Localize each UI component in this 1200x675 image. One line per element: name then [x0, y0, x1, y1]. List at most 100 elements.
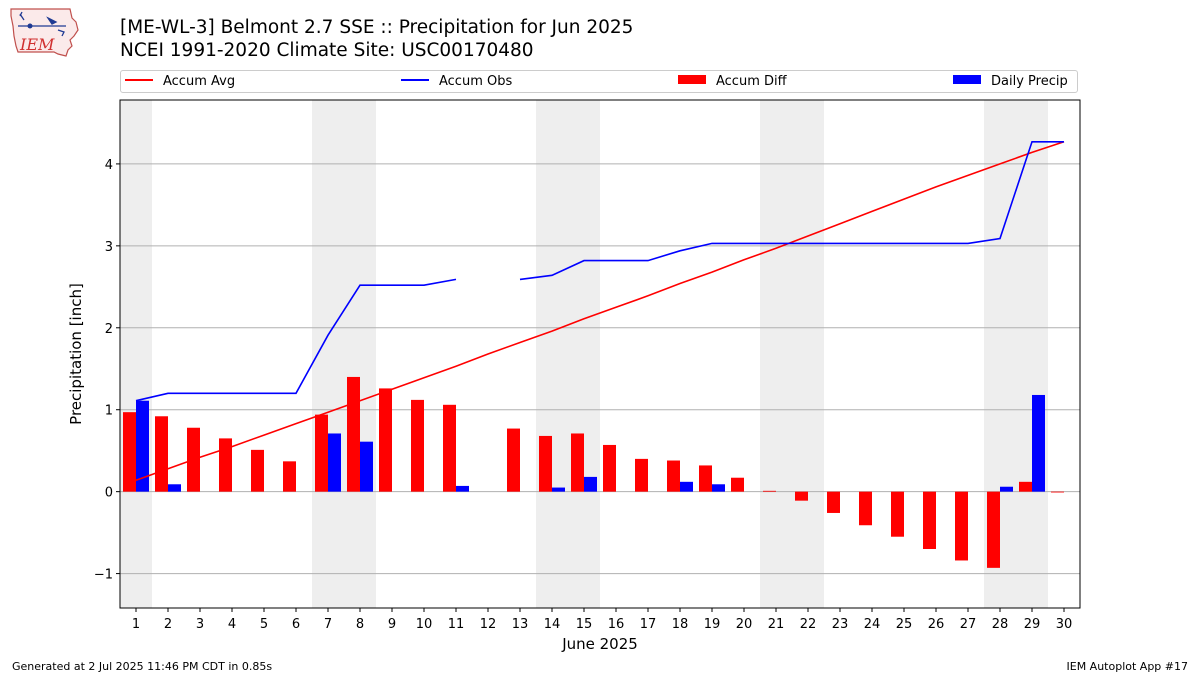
x-tick-label: 23 — [832, 617, 849, 632]
bar-accum-diff-8 — [347, 376, 360, 492]
bar-accum-diff-5 — [251, 449, 264, 492]
legend-swatch-accum-obs — [401, 78, 429, 81]
x-tick-label: 30 — [1056, 617, 1073, 632]
x-tick-label: 11 — [448, 617, 465, 632]
bar-daily-precip-1 — [136, 400, 149, 492]
y-tick-label: 4 — [105, 158, 113, 173]
x-tick-label: 9 — [388, 617, 396, 632]
x-tick-label: 13 — [512, 617, 529, 632]
bar-daily-precip-19 — [712, 484, 725, 492]
bar-accum-diff-10 — [411, 399, 424, 492]
bar-daily-precip-14 — [552, 487, 565, 492]
weekend-shade — [312, 100, 376, 608]
iem-logo: IEM — [10, 8, 79, 57]
legend-label-daily-precip: Daily Precip — [991, 74, 1068, 89]
x-tick-label: 22 — [800, 617, 817, 632]
bar-accum-diff-26 — [923, 491, 936, 550]
x-tick-label: 14 — [544, 617, 561, 632]
footer-generated: Generated at 2 Jul 2025 11:46 PM CDT in … — [12, 660, 273, 673]
bar-accum-diff-15 — [571, 433, 584, 492]
x-tick-label: 12 — [480, 617, 497, 632]
legend: Accum Avg Accum Obs Accum Diff Daily Pre… — [120, 70, 1078, 93]
x-tick-label: 10 — [416, 617, 433, 632]
x-tick-label: 27 — [960, 617, 977, 632]
x-tick-label: 18 — [672, 617, 689, 632]
legend-swatch-accum-avg — [125, 78, 153, 81]
bar-accum-diff-27 — [955, 491, 968, 561]
x-tick-label: 24 — [864, 617, 881, 632]
bar-daily-precip-29 — [1032, 394, 1045, 492]
weekend-shade — [760, 100, 824, 608]
bar-accum-diff-29 — [1019, 481, 1032, 492]
bar-accum-diff-4 — [219, 438, 232, 492]
bar-accum-diff-19 — [699, 465, 712, 492]
x-tick-label: 19 — [704, 617, 721, 632]
legend-item-daily-precip: Daily Precip — [953, 74, 1068, 90]
legend-label-accum-avg: Accum Avg — [163, 74, 236, 89]
legend-swatch-accum-diff — [678, 75, 706, 84]
legend-item-accum-diff: Accum Diff — [678, 74, 787, 90]
bar-accum-diff-1 — [123, 412, 136, 492]
x-tick-label: 8 — [356, 617, 364, 632]
line-accum-obs — [519, 141, 1064, 281]
y-tick-label: −1 — [94, 568, 113, 583]
bar-accum-diff-21 — [763, 490, 776, 492]
bar-accum-diff-24 — [859, 491, 872, 526]
legend-item-accum-obs: Accum Obs — [401, 74, 512, 90]
x-tick-label: 3 — [196, 617, 204, 632]
bar-accum-diff-23 — [827, 491, 840, 513]
bar-daily-precip-28 — [1000, 486, 1013, 492]
legend-swatch-daily-precip — [953, 75, 981, 84]
bar-accum-diff-28 — [987, 491, 1000, 568]
bar-accum-diff-6 — [283, 461, 296, 492]
x-tick-label: 20 — [736, 617, 753, 632]
chart-title: [ME-WL-3] Belmont 2.7 SSE :: Precipitati… — [120, 17, 634, 38]
x-tick-label: 6 — [292, 617, 300, 632]
legend-label-accum-diff: Accum Diff — [716, 74, 787, 89]
x-tick-label: 17 — [640, 617, 657, 632]
bar-daily-precip-15 — [584, 476, 597, 492]
bar-accum-diff-9 — [379, 388, 392, 492]
bar-accum-diff-13 — [507, 428, 520, 492]
x-tick-label: 26 — [928, 617, 945, 632]
x-tick-label: 1 — [132, 617, 140, 632]
bar-accum-diff-25 — [891, 491, 904, 537]
bar-daily-precip-7 — [328, 433, 341, 492]
y-axis-label: Precipitation [inch] — [67, 283, 85, 425]
bar-accum-diff-20 — [731, 477, 744, 492]
bar-daily-precip-11 — [456, 485, 469, 492]
weekend-shade — [120, 100, 152, 608]
weekend-shade — [536, 100, 600, 608]
bar-accum-diff-30 — [1051, 491, 1064, 493]
bar-daily-precip-8 — [360, 441, 373, 492]
chart-subtitle: NCEI 1991-2020 Climate Site: USC00170480 — [120, 40, 534, 61]
legend-item-accum-avg: Accum Avg — [125, 74, 235, 90]
bar-accum-diff-11 — [443, 404, 456, 492]
line-accum-avg — [135, 141, 1065, 481]
x-tick-label: 4 — [228, 617, 236, 632]
bar-accum-diff-22 — [795, 491, 808, 501]
bar-accum-diff-14 — [539, 435, 552, 492]
y-tick-label: 2 — [105, 322, 113, 337]
x-tick-label: 2 — [164, 617, 172, 632]
footer-app: IEM Autoplot App #17 — [1066, 660, 1189, 673]
bar-accum-diff-2 — [155, 416, 168, 492]
x-tick-label: 16 — [608, 617, 625, 632]
x-axis-label: June 2025 — [561, 635, 638, 653]
bar-accum-diff-16 — [603, 444, 616, 492]
line-accum-obs — [135, 278, 457, 402]
x-tick-label: 7 — [324, 617, 332, 632]
x-tick-label: 5 — [260, 617, 268, 632]
y-tick-label: 0 — [105, 486, 113, 501]
y-tick-label: 3 — [105, 240, 113, 255]
bar-accum-diff-18 — [667, 460, 680, 492]
x-tick-label: 15 — [576, 617, 593, 632]
bar-accum-diff-17 — [635, 458, 648, 492]
x-tick-label: 29 — [1024, 617, 1041, 632]
bar-daily-precip-18 — [680, 481, 693, 492]
plot-frame — [119, 99, 1081, 609]
x-tick-label: 21 — [768, 617, 785, 632]
x-tick-label: 25 — [896, 617, 913, 632]
bar-accum-diff-7 — [315, 414, 328, 492]
